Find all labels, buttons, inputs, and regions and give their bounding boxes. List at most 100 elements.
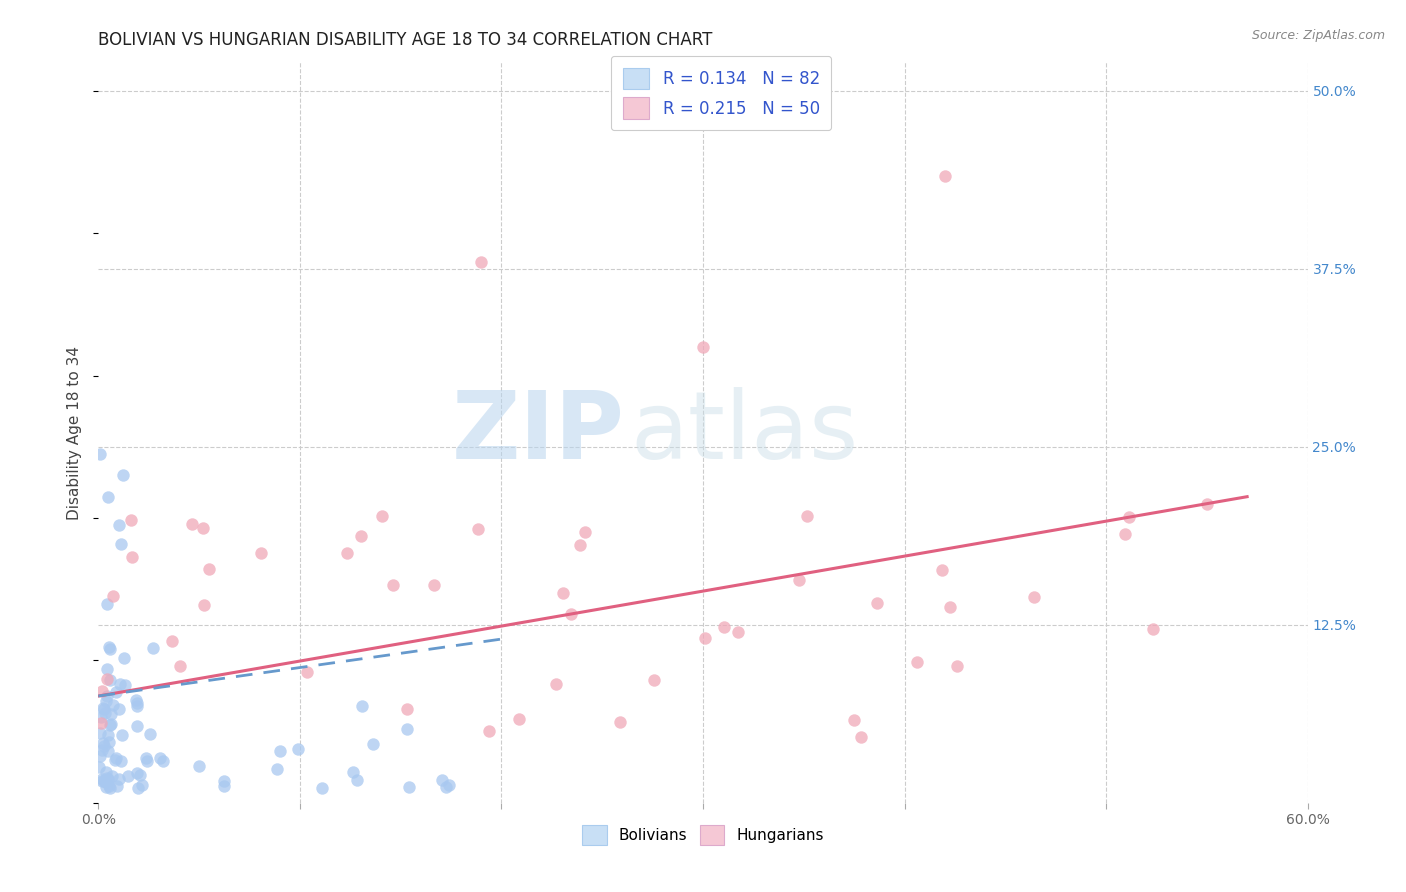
Point xyxy=(160,634,183,648)
Point xyxy=(398,780,420,795)
Point xyxy=(108,702,131,716)
Point xyxy=(574,524,596,539)
Point xyxy=(191,520,214,534)
Point xyxy=(125,699,148,714)
Point xyxy=(396,701,419,715)
Point xyxy=(93,739,115,753)
Point xyxy=(437,778,460,792)
Point xyxy=(546,677,568,691)
Point xyxy=(727,624,749,639)
Point xyxy=(342,765,364,780)
Point xyxy=(128,768,150,782)
Point xyxy=(214,779,236,793)
Point xyxy=(169,659,191,673)
Point xyxy=(287,741,309,756)
Point xyxy=(120,513,142,527)
Point xyxy=(946,659,969,673)
Point xyxy=(127,718,149,732)
Point xyxy=(350,699,373,714)
Point xyxy=(100,706,122,721)
Point xyxy=(91,742,114,756)
Point xyxy=(103,698,125,712)
Point xyxy=(93,702,115,716)
Point xyxy=(97,490,120,504)
Point xyxy=(108,677,131,691)
Point xyxy=(551,586,574,600)
Point xyxy=(104,684,127,698)
Point xyxy=(905,655,928,669)
Text: atlas: atlas xyxy=(630,386,859,479)
Point xyxy=(89,725,111,739)
Y-axis label: Disability Age 18 to 34: Disability Age 18 to 34 xyxy=(67,345,83,520)
Point xyxy=(105,750,128,764)
Point xyxy=(98,735,121,749)
Point xyxy=(105,780,128,794)
Point xyxy=(104,752,127,766)
Point xyxy=(931,563,953,577)
Point xyxy=(311,781,333,796)
Point xyxy=(214,774,236,789)
Point xyxy=(866,596,889,610)
Point xyxy=(713,620,735,634)
Point xyxy=(114,678,136,692)
Point xyxy=(478,724,501,739)
Point xyxy=(349,529,371,543)
Point xyxy=(97,779,120,793)
Point xyxy=(295,665,318,679)
Point xyxy=(94,780,117,794)
Point xyxy=(789,573,811,587)
Point xyxy=(90,710,112,724)
Point xyxy=(796,509,818,524)
Point xyxy=(560,607,582,622)
Point xyxy=(193,598,215,612)
Point xyxy=(125,765,148,780)
Point xyxy=(89,447,111,461)
Point xyxy=(135,754,157,768)
Point xyxy=(508,712,530,726)
Point xyxy=(93,774,115,789)
Point xyxy=(250,546,273,560)
Point xyxy=(108,518,131,533)
Point xyxy=(125,693,148,707)
Point xyxy=(94,765,117,780)
Point xyxy=(643,673,665,687)
Point xyxy=(97,640,120,654)
Point xyxy=(149,751,172,765)
Point xyxy=(121,549,143,564)
Point xyxy=(139,727,162,741)
Legend: Bolivians, Hungarians: Bolivians, Hungarians xyxy=(576,819,830,851)
Point xyxy=(98,673,121,687)
Point xyxy=(1022,590,1045,604)
Point xyxy=(467,522,489,536)
Point xyxy=(94,774,117,789)
Point xyxy=(101,589,124,603)
Point xyxy=(569,537,592,551)
Text: Source: ZipAtlas.com: Source: ZipAtlas.com xyxy=(1251,29,1385,42)
Point xyxy=(269,744,291,758)
Point xyxy=(101,769,124,783)
Point xyxy=(111,728,134,742)
Point xyxy=(1142,622,1164,636)
Point xyxy=(1114,526,1136,541)
Point xyxy=(938,599,960,614)
Point xyxy=(135,751,157,765)
Point xyxy=(94,694,117,708)
Point xyxy=(395,722,418,736)
Point xyxy=(432,773,454,788)
Point xyxy=(110,537,132,551)
Point xyxy=(434,780,457,794)
Point xyxy=(844,714,866,728)
Point xyxy=(96,598,118,612)
Point xyxy=(111,468,134,483)
Point xyxy=(93,701,115,715)
Point xyxy=(849,730,872,744)
Point xyxy=(108,772,131,787)
Point xyxy=(692,340,714,354)
Point xyxy=(131,778,153,792)
Point xyxy=(96,689,118,703)
Point xyxy=(142,640,165,655)
Point xyxy=(1195,497,1218,511)
Point xyxy=(91,736,114,750)
Point xyxy=(90,772,112,787)
Point xyxy=(336,546,359,560)
